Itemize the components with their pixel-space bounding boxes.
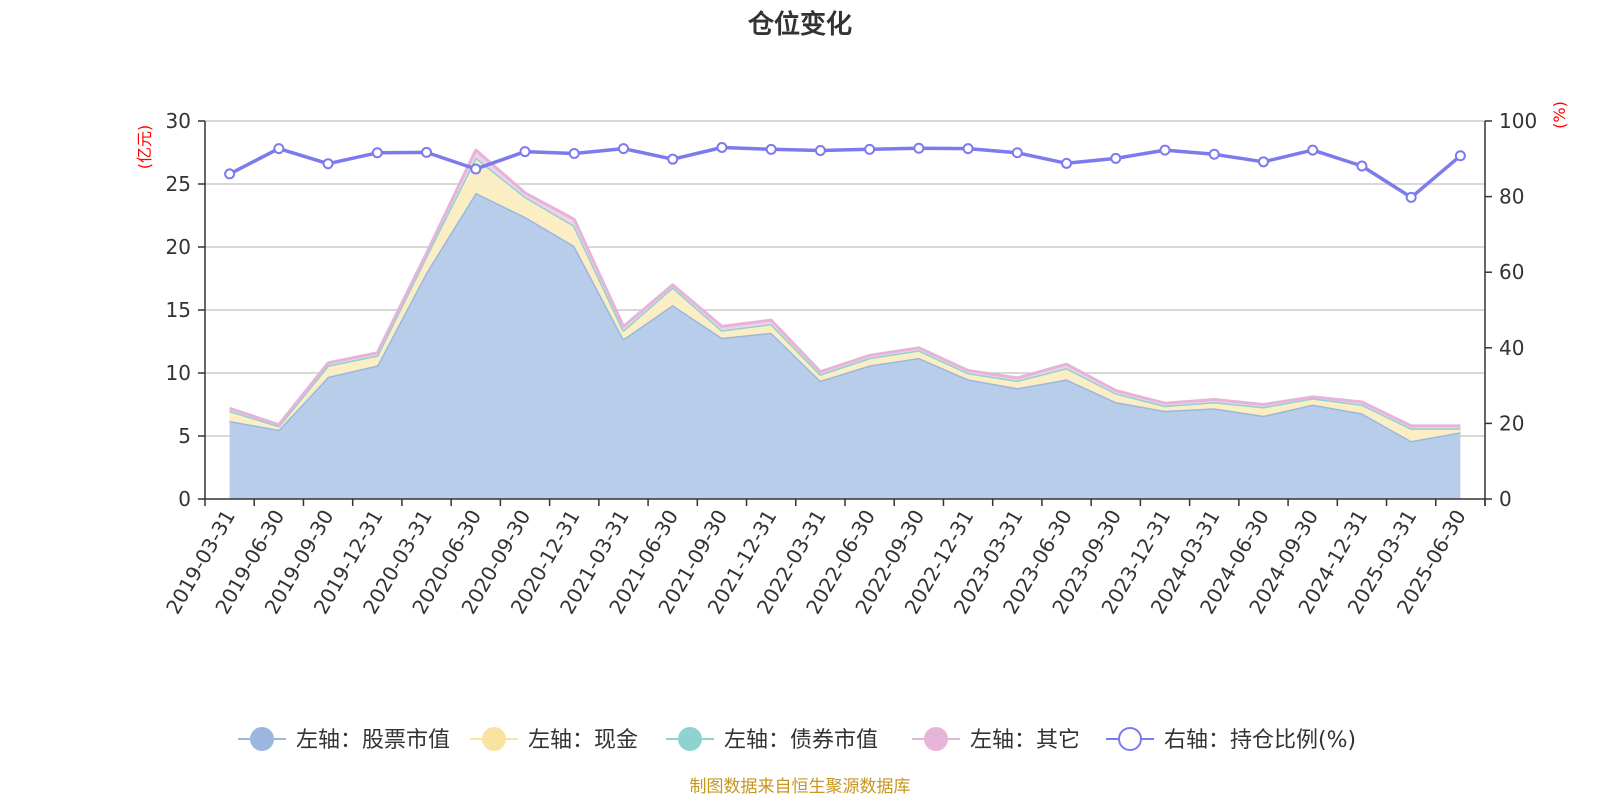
legend-item-0[interactable]: 左轴：股票市值 bbox=[238, 727, 450, 753]
ratio-point bbox=[322, 158, 334, 170]
position-ratio-line bbox=[224, 141, 1466, 203]
legend-label: 左轴：现金 bbox=[528, 728, 638, 753]
ratio-point bbox=[1307, 144, 1319, 156]
ratio-point bbox=[1110, 152, 1122, 164]
legend-marker bbox=[678, 727, 702, 751]
right-tick-label: 20 bbox=[1499, 411, 1524, 435]
data-source-note: 制图数据来自恒生聚源数据库 bbox=[690, 777, 911, 797]
ratio-point bbox=[864, 143, 876, 155]
right-axis-unit: (%) bbox=[1550, 101, 1569, 129]
legend[interactable]: 左轴：股票市值 左轴：现金 左轴：债券市值 左轴：其它 右轴：持仓比例(%) bbox=[238, 727, 1356, 753]
legend-label: 左轴：其它 bbox=[970, 728, 1080, 753]
ratio-point bbox=[667, 153, 679, 165]
ratio-point bbox=[617, 143, 629, 155]
ratio-point bbox=[371, 147, 383, 159]
area-line-series-3 bbox=[229, 148, 1461, 428]
legend-item-1[interactable]: 左轴：现金 bbox=[470, 727, 638, 753]
right-tick-label: 100 bbox=[1499, 109, 1537, 133]
legend-marker bbox=[924, 727, 948, 751]
ratio-point bbox=[1454, 150, 1466, 162]
ratio-point bbox=[470, 163, 482, 175]
ratio-point bbox=[765, 143, 777, 155]
ratio-point bbox=[913, 142, 925, 154]
legend-item-4[interactable]: 右轴：持仓比例(%) bbox=[1106, 727, 1356, 753]
right-tick-label: 60 bbox=[1499, 260, 1524, 284]
left-tick-label: 15 bbox=[166, 298, 191, 322]
legend-item-3[interactable]: 左轴：其它 bbox=[912, 727, 1080, 753]
legend-marker bbox=[1118, 727, 1142, 751]
legend-marker bbox=[250, 727, 274, 751]
ratio-point bbox=[519, 146, 531, 158]
right-tick-label: 0 bbox=[1499, 487, 1512, 511]
ratio-point bbox=[1011, 147, 1023, 159]
legend-label: 右轴：持仓比例(%) bbox=[1164, 728, 1356, 753]
legend-label: 左轴：债券市值 bbox=[724, 728, 878, 753]
left-tick-label: 20 bbox=[166, 235, 191, 259]
ratio-point bbox=[568, 148, 580, 160]
ratio-point bbox=[962, 143, 974, 155]
ratio-point bbox=[1405, 191, 1417, 203]
left-tick-label: 10 bbox=[166, 361, 191, 385]
ratio-line-series-4 bbox=[228, 145, 1462, 200]
ratio-point bbox=[1061, 157, 1073, 169]
left-tick-label: 0 bbox=[178, 487, 191, 511]
left-tick-label: 5 bbox=[178, 424, 191, 448]
left-axis-unit: (亿元) bbox=[135, 125, 154, 170]
ratio-point bbox=[273, 143, 285, 155]
ratio-point bbox=[421, 146, 433, 158]
stacked-areas bbox=[229, 148, 1461, 500]
ratio-point bbox=[1159, 144, 1171, 156]
right-tick-label: 80 bbox=[1499, 185, 1524, 209]
ratio-point bbox=[814, 144, 826, 156]
ratio-point bbox=[716, 141, 728, 153]
legend-marker bbox=[482, 727, 506, 751]
area-series-0 bbox=[229, 192, 1461, 500]
chart-title: 仓位变化 bbox=[747, 9, 852, 40]
left-tick-label: 30 bbox=[166, 109, 191, 133]
ratio-point bbox=[1356, 160, 1368, 172]
right-tick-label: 40 bbox=[1499, 336, 1524, 360]
legend-item-2[interactable]: 左轴：债券市值 bbox=[666, 727, 878, 753]
ratio-point bbox=[1208, 148, 1220, 160]
ratio-point bbox=[1257, 156, 1269, 168]
ratio-point bbox=[224, 168, 236, 180]
left-tick-label: 25 bbox=[166, 172, 191, 196]
legend-label: 左轴：股票市值 bbox=[296, 728, 450, 753]
